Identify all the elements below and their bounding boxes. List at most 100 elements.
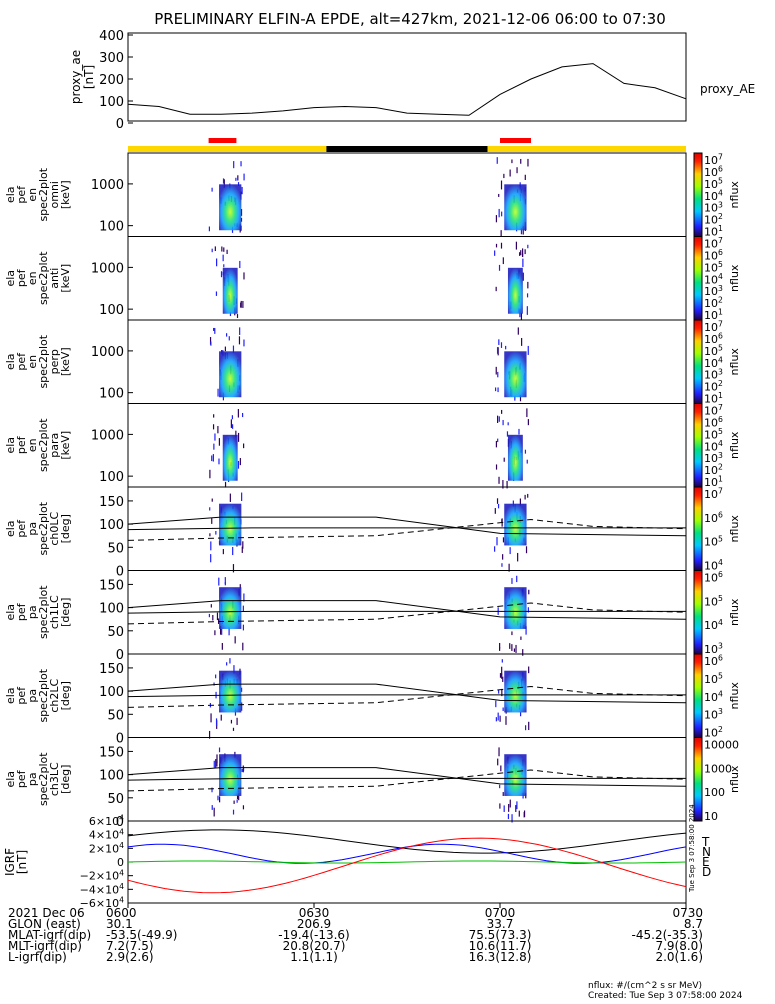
flux-pixel <box>495 717 497 722</box>
flux-pixel <box>213 760 215 768</box>
flux-pixel <box>500 242 503 249</box>
panel-ylabel: elapefpaspec2plotch1LC[deg] <box>4 585 72 639</box>
flux-pixel <box>239 458 241 466</box>
colorbar-tick-label: 102 <box>704 296 723 310</box>
flux-pixel <box>497 387 499 393</box>
flux-pixel <box>511 644 513 651</box>
plot-title: PRELIMINARY ELFIN-A EPDE, alt=427km, 202… <box>154 10 666 28</box>
flux-pixel <box>218 438 221 446</box>
flux-burst <box>504 587 527 629</box>
flux-pixel <box>519 394 522 402</box>
colorbar <box>693 737 703 822</box>
flux-pixel <box>501 211 503 217</box>
flux-pixel <box>224 346 226 352</box>
flux-pixel <box>233 665 235 674</box>
flux-pixel <box>499 715 501 722</box>
flux-pixel <box>521 338 523 346</box>
colorbar <box>693 403 703 488</box>
ytick-label: 100 <box>99 602 124 617</box>
eclipse-bar <box>326 146 488 152</box>
flux-pixel <box>528 721 530 731</box>
flux-pixel <box>241 702 243 711</box>
flux-pixel <box>495 366 497 375</box>
footer-row-label: MLT-igrf(dip) <box>8 939 82 953</box>
panel-ylabel: elapefenspec2plotpara[keV] <box>4 418 72 472</box>
panel-frame <box>127 152 687 237</box>
flux-burst <box>507 267 523 314</box>
flux-pixel <box>237 409 239 418</box>
colorbar-label: nflux <box>728 348 741 376</box>
colorbar-tick-label: 103 <box>704 707 723 721</box>
flux-pixel <box>520 636 522 640</box>
footer-value: -53.5(-49.9) <box>106 928 177 942</box>
loss-cone-line <box>127 683 687 704</box>
flux-pixel <box>516 801 518 810</box>
colorbar-tick-label: 106 <box>704 248 723 262</box>
flux-pixel <box>527 281 529 289</box>
flux-pixel <box>517 327 519 335</box>
flux-pixel <box>236 314 239 318</box>
igrf-legend-T: T <box>701 835 710 849</box>
flux-pixel <box>224 582 226 586</box>
flux-pixel <box>209 337 212 345</box>
flux-pixel <box>237 175 239 181</box>
flux-pixel <box>213 414 215 418</box>
flux-pixel <box>212 615 214 621</box>
flux-pixel <box>496 347 499 354</box>
flux-pixel <box>229 493 231 502</box>
footer-value: 75.5(73.3) <box>469 928 532 942</box>
colorbar <box>693 653 703 738</box>
ytick-label: 50 <box>107 708 124 723</box>
flux-pixel <box>217 795 219 801</box>
flux-pixel <box>498 339 500 345</box>
colorbar-tick-label: 106 <box>704 415 723 429</box>
panel-ylabel: elapefpaspec2plotch0LC[deg] <box>4 501 72 555</box>
flux-pixel <box>520 158 522 164</box>
flux-pixel <box>524 174 526 180</box>
flux-burst <box>504 503 527 546</box>
ae-ytick-label: 200 <box>99 73 124 88</box>
colorbar-tick-label: 105 <box>704 343 723 357</box>
flux-pixel <box>216 761 218 767</box>
colorbar-tick-label: 101 <box>704 391 723 405</box>
flux-pixel <box>241 492 243 502</box>
ae-ytick-label: 100 <box>99 95 124 110</box>
flux-pixel <box>502 676 504 682</box>
colorbar-tick-label: 105 <box>704 671 723 685</box>
loss-cone-line <box>127 610 686 614</box>
anti-loss-cone-line <box>127 685 687 708</box>
igrf-legend-N: N <box>702 845 711 859</box>
colorbar-tick-label: 102 <box>704 379 723 393</box>
panel-ylabel: elapefenspec2plotanti[keV] <box>4 251 72 305</box>
flux-pixel <box>231 424 234 429</box>
colorbar-tick-label: 10 <box>704 810 718 823</box>
igrf-ytick-label: 0 <box>117 856 124 869</box>
flux-pixel <box>528 589 530 595</box>
footer-row-label: GLON (east) <box>8 917 81 931</box>
flux-pixel <box>506 480 508 489</box>
flux-pixel <box>526 408 528 418</box>
footer-value: 10.6(11.7) <box>469 939 532 953</box>
colorbar-label: nflux <box>728 765 741 793</box>
igrf-legend-E: E <box>702 855 710 869</box>
flux-pixel <box>239 260 241 269</box>
flux-pixel <box>502 480 504 489</box>
flux-pixel <box>503 173 505 179</box>
flux-pixel <box>231 415 233 420</box>
flux-pixel <box>215 718 218 726</box>
flux-pixel <box>498 690 500 694</box>
colorbar-tick-label: 105 <box>704 534 723 548</box>
flux-pixel <box>500 342 503 348</box>
panel-ylabel: elapefpaspec2plotch2LC[deg] <box>4 668 72 722</box>
flux-pixel <box>498 264 501 271</box>
flux-pixel <box>502 419 504 426</box>
ytick-label: 1000 <box>91 178 124 193</box>
colorbar-tick-label: 103 <box>704 451 723 465</box>
loss-cone-line <box>127 694 686 698</box>
flux-pixel <box>500 180 503 190</box>
ae-ytick-label: 0 <box>116 117 124 132</box>
flux-pixel <box>515 805 517 812</box>
flux-pixel <box>242 765 244 773</box>
flux-pixel <box>229 658 231 664</box>
flux-pixel <box>522 226 524 235</box>
